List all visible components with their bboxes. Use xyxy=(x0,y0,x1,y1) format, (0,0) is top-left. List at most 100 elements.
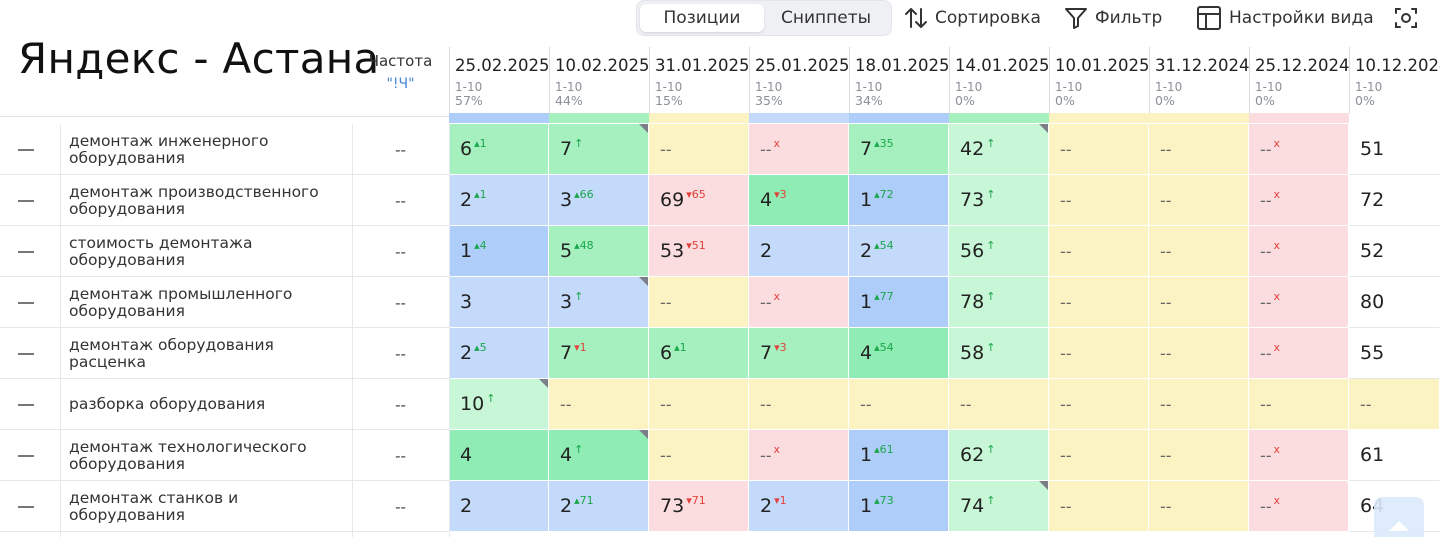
position-cell[interactable]: 7 ↑ xyxy=(549,124,649,175)
position-cell[interactable]: -- xyxy=(1149,481,1249,532)
position-cell[interactable]: -- x xyxy=(1249,328,1349,379)
position-cell[interactable]: -- xyxy=(1149,124,1249,175)
position-cell[interactable]: -- xyxy=(1049,175,1149,226)
position-cell[interactable]: -- xyxy=(1049,481,1149,532)
position-cell[interactable]: 3 ▴66 xyxy=(549,175,649,226)
date-column-header[interactable]: 10.12.2024 1-100% xyxy=(1349,47,1440,113)
position-cell[interactable]: -- xyxy=(649,430,749,481)
date-column-header[interactable]: 31.12.2024 1-10 0% xyxy=(1149,47,1249,113)
view-settings-button[interactable]: Настройки вида xyxy=(1195,2,1374,34)
tab-snippets[interactable]: Сниппеты xyxy=(780,8,872,28)
row-handle-icon[interactable] xyxy=(18,199,34,202)
position-cell[interactable]: -- x xyxy=(1249,277,1349,328)
position-cell[interactable]: 56 ↑ xyxy=(949,226,1049,277)
scan-button[interactable] xyxy=(1392,2,1420,34)
keyword-label[interactable]: демонтаж оборудования расценка xyxy=(69,335,274,371)
position-cell[interactable]: 4 ▴54 xyxy=(849,328,949,379)
position-cell[interactable]: -- xyxy=(849,379,949,430)
position-cell[interactable]: 6 ▴1 xyxy=(649,328,749,379)
filter-button[interactable]: Фильтр xyxy=(1063,2,1162,34)
position-cell[interactable]: 4 ▾3 xyxy=(749,175,849,226)
date-column-header[interactable]: 25.01.2025 1-10 35% xyxy=(749,47,849,113)
position-cell[interactable]: 61 xyxy=(1349,430,1440,481)
position-cell[interactable]: -- x xyxy=(1249,481,1349,532)
row-handle-icon[interactable] xyxy=(18,505,34,508)
position-cell[interactable]: 62 ↑ xyxy=(949,430,1049,481)
date-column-header[interactable]: 10.02.2025 1-10 44% xyxy=(549,47,649,113)
position-cell[interactable]: 2 ▾1 xyxy=(749,481,849,532)
position-cell[interactable]: 2 xyxy=(749,226,849,277)
position-cell[interactable]: 1 ▴72 xyxy=(849,175,949,226)
position-cell[interactable]: -- xyxy=(1049,379,1149,430)
keyword-label[interactable]: демонтаж станков и оборудования xyxy=(69,488,239,524)
position-cell[interactable]: 58 ↑ xyxy=(949,328,1049,379)
position-cell[interactable]: -- x xyxy=(749,124,849,175)
position-cell[interactable]: 74 ↑ xyxy=(949,481,1049,532)
keyword-label[interactable]: демонтаж инженерного оборудования xyxy=(69,131,269,167)
position-cell[interactable]: -- xyxy=(1349,379,1440,430)
position-cell[interactable]: -- x xyxy=(1249,430,1349,481)
position-cell[interactable]: 3 ↑ xyxy=(549,277,649,328)
position-cell[interactable]: -- xyxy=(1149,277,1249,328)
position-cell[interactable]: -- xyxy=(549,379,649,430)
position-cell[interactable]: -- x xyxy=(749,430,849,481)
row-handle-icon[interactable] xyxy=(18,352,34,355)
position-cell[interactable]: -- xyxy=(1049,226,1149,277)
position-cell[interactable]: 51 xyxy=(1349,124,1440,175)
position-cell[interactable]: 2 ▴54 xyxy=(849,226,949,277)
position-cell[interactable]: -- xyxy=(1049,430,1149,481)
sort-button[interactable]: Сортировка xyxy=(903,2,1041,34)
position-cell[interactable]: -- xyxy=(649,277,749,328)
position-cell[interactable]: 10 ↑ xyxy=(449,379,549,430)
date-column-header[interactable]: 18.01.2025 1-10 34% xyxy=(849,47,949,113)
position-cell[interactable]: -- xyxy=(1249,379,1349,430)
position-cell[interactable]: -- xyxy=(1149,328,1249,379)
position-cell[interactable]: 69 ▾65 xyxy=(649,175,749,226)
position-cell[interactable]: 7 ▾3 xyxy=(749,328,849,379)
keyword-label[interactable]: демонтаж производственного оборудования xyxy=(69,182,319,218)
keyword-label[interactable]: демонтаж технологического оборудования xyxy=(69,437,307,473)
position-cell[interactable]: 3 xyxy=(449,277,549,328)
position-cell[interactable]: 1 ▴73 xyxy=(849,481,949,532)
position-cell[interactable]: -- xyxy=(1149,226,1249,277)
position-cell[interactable]: 2 xyxy=(449,481,549,532)
position-cell[interactable]: 53 ▾51 xyxy=(649,226,749,277)
position-cell[interactable]: 80 xyxy=(1349,277,1440,328)
date-column-header[interactable]: 10.01.2025 1-10 0% xyxy=(1049,47,1149,113)
row-handle-icon[interactable] xyxy=(18,148,34,151)
position-cell[interactable]: 78 ↑ xyxy=(949,277,1049,328)
position-cell[interactable]: -- x xyxy=(1249,175,1349,226)
position-cell[interactable]: 72 xyxy=(1349,175,1440,226)
position-cell[interactable]: -- xyxy=(1049,277,1149,328)
date-column-header[interactable]: 31.01.2025 1-10 15% xyxy=(649,47,749,113)
position-cell[interactable]: 1 ▴61 xyxy=(849,430,949,481)
keyword-label[interactable]: разборка оборудования xyxy=(69,395,266,413)
keyword-label[interactable]: стоимость демонтажа оборудования xyxy=(69,233,253,269)
position-cell[interactable]: 73 ↑ xyxy=(949,175,1049,226)
position-cell[interactable]: -- xyxy=(749,379,849,430)
position-cell[interactable]: -- x xyxy=(749,277,849,328)
position-cell[interactable]: 7 ▴35 xyxy=(849,124,949,175)
position-cell[interactable]: -- xyxy=(1149,175,1249,226)
position-cell[interactable]: -- xyxy=(649,124,749,175)
position-cell[interactable]: -- xyxy=(1049,328,1149,379)
position-cell[interactable]: -- xyxy=(649,379,749,430)
position-cell[interactable]: 42 ↑ xyxy=(949,124,1049,175)
position-cell[interactable]: 2 ▴1 xyxy=(449,175,549,226)
frequency-header[interactable]: Частота "!Ч" xyxy=(352,52,449,92)
position-cell[interactable]: 7 ▾1 xyxy=(549,328,649,379)
position-cell[interactable]: 5 ▴48 xyxy=(549,226,649,277)
position-cell[interactable]: 1 ▴4 xyxy=(449,226,549,277)
position-cell[interactable]: -- x xyxy=(1249,124,1349,175)
position-cell[interactable]: 2 ▴5 xyxy=(449,328,549,379)
position-cell[interactable]: 52 xyxy=(1349,226,1440,277)
row-handle-icon[interactable] xyxy=(18,250,34,253)
position-cell[interactable]: -- xyxy=(1149,430,1249,481)
date-column-header[interactable]: 25.02.2025 1-10 57% xyxy=(449,47,549,113)
scroll-to-top-button[interactable] xyxy=(1374,497,1424,537)
position-cell[interactable]: 2 ▴71 xyxy=(549,481,649,532)
position-cell[interactable]: 4 xyxy=(449,430,549,481)
position-cell[interactable]: 4 ↑ xyxy=(549,430,649,481)
row-handle-icon[interactable] xyxy=(18,301,34,304)
row-handle-icon[interactable] xyxy=(18,454,34,457)
